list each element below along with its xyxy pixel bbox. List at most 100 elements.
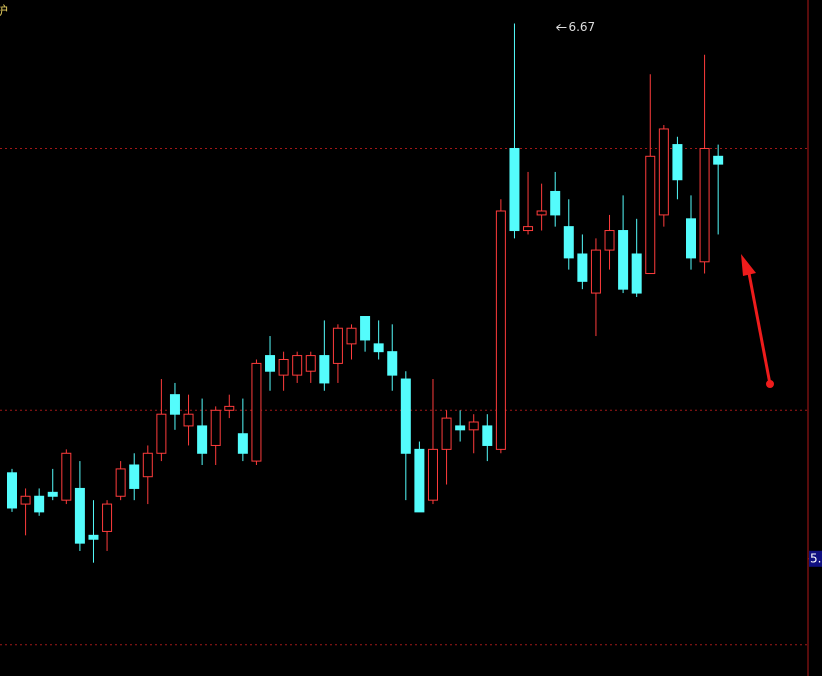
candle-body [292, 355, 303, 376]
candle-body [237, 433, 248, 454]
candle-body [183, 413, 194, 427]
candle [237, 398, 248, 462]
candle-body [699, 147, 710, 263]
candle-body [61, 452, 72, 501]
candle [590, 238, 601, 337]
y-tick-label: 5.3 [810, 551, 822, 565]
candle-body [631, 253, 642, 294]
candle [441, 410, 452, 485]
candle [672, 136, 683, 200]
candle [224, 394, 235, 419]
candle [713, 144, 724, 235]
candle [414, 441, 425, 513]
candle-body [102, 503, 113, 532]
candle-body [265, 355, 276, 372]
candle [468, 414, 479, 454]
candle [102, 500, 113, 551]
candle-body [713, 155, 724, 165]
candle-body [20, 495, 31, 505]
candle [631, 218, 642, 297]
candle [577, 234, 588, 290]
candle-body [563, 226, 574, 259]
candle-body [332, 327, 343, 364]
candle-body [115, 468, 126, 497]
candle [686, 195, 696, 270]
candle-body [142, 452, 153, 478]
candle-body [604, 230, 615, 251]
candle-body [645, 155, 656, 275]
candle-body [251, 362, 262, 462]
candle-body [305, 355, 316, 372]
candle [400, 371, 411, 501]
candle [563, 199, 574, 270]
candle [292, 351, 303, 383]
candle-body [414, 448, 425, 513]
candle-body [577, 253, 588, 282]
candle [550, 171, 561, 227]
candle [210, 406, 221, 465]
candle-body [590, 249, 601, 294]
corner-label: 护 [0, 4, 8, 18]
candle-body [509, 147, 520, 232]
candle-body [156, 413, 167, 454]
candle-body [427, 448, 438, 501]
candle [47, 468, 58, 501]
candle [319, 320, 330, 391]
candle-body [468, 421, 479, 431]
candle-body [482, 425, 493, 446]
candle-body [686, 218, 696, 259]
candle [455, 410, 466, 442]
candle [346, 324, 357, 360]
candle [142, 445, 153, 505]
candle-body [74, 487, 85, 544]
candle-body [495, 210, 506, 450]
candle-body [346, 327, 357, 345]
candle-body [319, 355, 330, 384]
candle [169, 382, 180, 430]
candle [645, 74, 656, 275]
candle-body [658, 128, 669, 216]
candle-body [224, 405, 235, 411]
candle-body [672, 144, 683, 181]
candle-body [278, 358, 289, 376]
candle [427, 379, 438, 505]
candle-body [360, 316, 371, 341]
candle [183, 394, 194, 446]
candle [332, 324, 343, 383]
candle-body [47, 491, 58, 497]
candle [482, 414, 493, 462]
candle [251, 359, 262, 465]
candle-body [550, 190, 561, 216]
candle [156, 379, 167, 462]
candle-body [400, 378, 411, 454]
candle [20, 488, 31, 536]
candle-body [129, 464, 140, 489]
candle-body [618, 230, 629, 290]
candle [618, 195, 629, 294]
candle-body [536, 210, 547, 216]
candle [699, 54, 710, 274]
annotation-arrow [741, 254, 774, 388]
high-pointer [556, 24, 567, 31]
candle-body [455, 425, 466, 431]
candle [115, 461, 126, 501]
candle-body [34, 495, 45, 513]
candle [88, 500, 99, 563]
candle [34, 488, 45, 516]
y-tick-box [809, 550, 822, 567]
candle [129, 453, 140, 501]
candle-body [88, 534, 99, 540]
candle-body [7, 472, 17, 509]
candle [7, 468, 17, 512]
candle-body [210, 409, 221, 446]
candle [509, 23, 520, 239]
candle [495, 199, 506, 454]
candle-body [441, 417, 452, 450]
candle [373, 320, 384, 360]
candle [360, 316, 371, 352]
candle-body [387, 351, 398, 376]
candle [61, 449, 72, 505]
candle-body [197, 425, 208, 454]
candle [305, 351, 316, 383]
